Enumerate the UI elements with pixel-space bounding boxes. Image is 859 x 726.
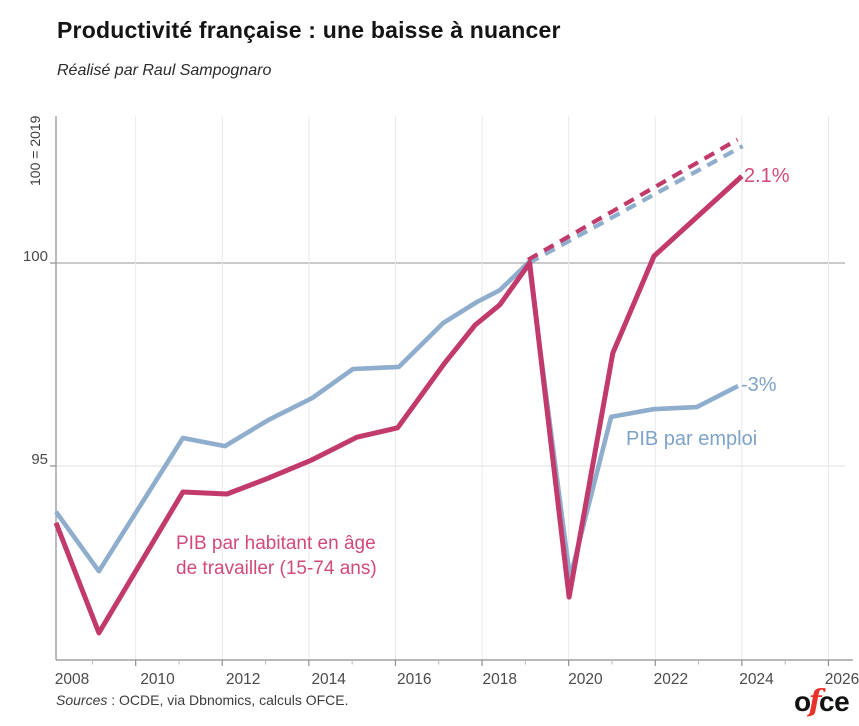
page-title: Productivité française : une baisse à nu… <box>57 17 561 43</box>
x-tick-label-2022: 2022 <box>654 671 688 688</box>
sources-text: : OCDE, via Dbnomics, calculs OFCE. <box>107 692 349 708</box>
line-trend-pib-par-emploi <box>527 144 744 265</box>
ofce-logo: ofce <box>794 684 850 719</box>
sources-note: Sources : OCDE, via Dbnomics, calculs OF… <box>56 692 349 708</box>
line-pib-par-habitant <box>53 174 744 636</box>
ofce-logo-f: f <box>808 684 822 719</box>
x-tick-label-2020: 2020 <box>568 671 603 688</box>
x-tick-label-2024: 2024 <box>739 671 774 688</box>
page-subtitle: Réalisé par Raul Sampognaro <box>57 62 272 79</box>
x-tick-label-2012: 2012 <box>226 671 260 688</box>
series-lines <box>53 137 744 636</box>
y-tick-label-100: 100 <box>23 248 48 265</box>
ofce-logo-o: o <box>794 686 811 717</box>
sources-label: Sources <box>56 692 108 708</box>
y-axis-title: 100 = 2019 <box>27 115 43 186</box>
axis-tick-labels: 95 100 2008 2010 2012 2014 2016 2018 2020 2022 202… <box>23 248 859 688</box>
end-label-pib-habitant: 2.1% <box>744 165 790 187</box>
line-trend-pib-par-habitant <box>526 137 739 262</box>
x-tick-label-2010: 2010 <box>140 671 175 688</box>
x-tick-label-2026: 2026 <box>825 671 859 688</box>
end-label-pib-emploi: -3% <box>741 374 777 396</box>
x-tick-label-2016: 2016 <box>397 671 431 688</box>
gridlines <box>56 116 845 659</box>
x-tick-label-2014: 2014 <box>311 671 346 688</box>
y-tick-label-95: 95 <box>31 451 48 468</box>
line-pib-par-emploi <box>54 259 740 581</box>
label-pib-par-habitant-line2: de travailler (15-74 ans) <box>176 558 377 579</box>
axis-ticks <box>50 262 830 666</box>
label-pib-par-emploi: PIB par emploi <box>626 428 757 450</box>
x-tick-label-2018: 2018 <box>483 671 517 688</box>
x-tick-label-2008: 2008 <box>55 671 89 688</box>
ofce-logo-ce: ce <box>819 686 850 717</box>
label-pib-par-habitant-line1: PIB par habitant en âge <box>176 533 376 554</box>
